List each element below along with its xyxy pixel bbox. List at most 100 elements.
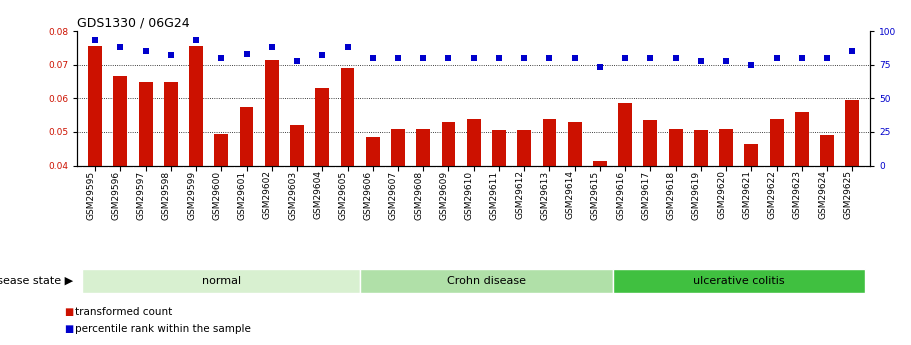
Text: disease state ▶: disease state ▶	[0, 276, 73, 286]
Bar	[341, 68, 354, 166]
Point	[769, 55, 783, 61]
Text: GDS1330 / 06G24: GDS1330 / 06G24	[77, 17, 190, 30]
Bar	[669, 129, 682, 166]
Point	[240, 51, 254, 57]
Bar	[719, 129, 733, 166]
Bar	[694, 130, 708, 166]
Point	[365, 55, 380, 61]
Point	[618, 55, 632, 61]
Text: GSM29595: GSM29595	[87, 170, 95, 219]
Text: GSM29601: GSM29601	[238, 170, 247, 219]
Text: GSM29599: GSM29599	[187, 170, 196, 219]
Point	[643, 55, 658, 61]
Text: GSM29610: GSM29610	[465, 170, 474, 219]
Text: GSM29624: GSM29624	[818, 170, 827, 219]
Point	[87, 38, 102, 43]
Text: GSM29613: GSM29613	[540, 170, 549, 219]
Text: ■: ■	[64, 307, 73, 316]
Point	[290, 58, 304, 63]
Bar	[265, 60, 279, 166]
Text: normal: normal	[201, 276, 241, 286]
Text: Crohn disease: Crohn disease	[446, 276, 526, 286]
Point	[340, 45, 354, 50]
FancyBboxPatch shape	[360, 269, 612, 293]
Text: GSM29623: GSM29623	[793, 170, 802, 219]
FancyBboxPatch shape	[83, 269, 360, 293]
Point	[593, 65, 608, 70]
Bar	[845, 100, 859, 166]
Bar	[290, 125, 304, 166]
Text: ulcerative colitis: ulcerative colitis	[693, 276, 784, 286]
Text: GSM29618: GSM29618	[667, 170, 676, 219]
Bar	[593, 160, 607, 166]
Text: GSM29602: GSM29602	[262, 170, 271, 219]
Bar	[466, 119, 481, 166]
Point	[820, 55, 834, 61]
Text: transformed count: transformed count	[75, 307, 172, 316]
Text: GSM29596: GSM29596	[111, 170, 120, 219]
Point	[693, 58, 708, 63]
Bar	[517, 130, 531, 166]
Text: percentile rank within the sample: percentile rank within the sample	[75, 324, 251, 334]
Text: GSM29621: GSM29621	[742, 170, 752, 219]
Text: ■: ■	[64, 324, 73, 334]
Text: GSM29614: GSM29614	[566, 170, 575, 219]
Point	[719, 58, 733, 63]
Bar	[315, 88, 329, 166]
Point	[164, 52, 179, 58]
Text: GSM29620: GSM29620	[717, 170, 726, 219]
Point	[845, 49, 860, 54]
Text: GSM29607: GSM29607	[389, 170, 398, 219]
Point	[794, 55, 809, 61]
Bar	[113, 77, 128, 166]
Bar	[442, 122, 456, 166]
Bar	[214, 134, 229, 166]
Point	[315, 52, 330, 58]
Point	[138, 49, 153, 54]
Text: GSM29604: GSM29604	[313, 170, 322, 219]
Point	[264, 45, 279, 50]
Point	[492, 55, 507, 61]
Text: GSM29625: GSM29625	[844, 170, 853, 219]
Point	[568, 55, 582, 61]
Text: GSM29608: GSM29608	[415, 170, 424, 219]
FancyBboxPatch shape	[612, 269, 865, 293]
Bar	[568, 122, 581, 166]
Point	[441, 55, 456, 61]
Text: GSM29606: GSM29606	[363, 170, 373, 219]
Bar	[189, 46, 203, 166]
Bar	[492, 130, 506, 166]
Bar	[138, 81, 152, 166]
Bar	[416, 129, 430, 166]
Text: GSM29619: GSM29619	[691, 170, 701, 219]
Point	[669, 55, 683, 61]
Point	[542, 55, 557, 61]
Text: GSM29605: GSM29605	[339, 170, 347, 219]
Text: GSM29597: GSM29597	[137, 170, 146, 219]
Bar	[88, 46, 102, 166]
Bar	[164, 81, 178, 166]
Text: GSM29615: GSM29615	[591, 170, 600, 219]
Text: GSM29622: GSM29622	[768, 170, 776, 219]
Text: GSM29612: GSM29612	[516, 170, 524, 219]
Point	[517, 55, 531, 61]
Point	[391, 55, 405, 61]
Bar	[770, 119, 783, 166]
Bar	[820, 135, 834, 166]
Text: GSM29616: GSM29616	[616, 170, 625, 219]
Text: GSM29611: GSM29611	[490, 170, 499, 219]
Point	[189, 38, 203, 43]
Point	[466, 55, 481, 61]
Text: GSM29603: GSM29603	[288, 170, 297, 219]
Text: GSM29609: GSM29609	[439, 170, 448, 219]
Bar	[543, 119, 557, 166]
Point	[113, 45, 128, 50]
Bar	[366, 137, 380, 166]
Text: GSM29617: GSM29617	[641, 170, 650, 219]
Bar	[795, 112, 809, 166]
Text: GSM29598: GSM29598	[162, 170, 171, 219]
Bar	[619, 104, 632, 166]
Bar	[744, 144, 758, 166]
Text: GSM29600: GSM29600	[212, 170, 221, 219]
Bar	[240, 107, 253, 166]
